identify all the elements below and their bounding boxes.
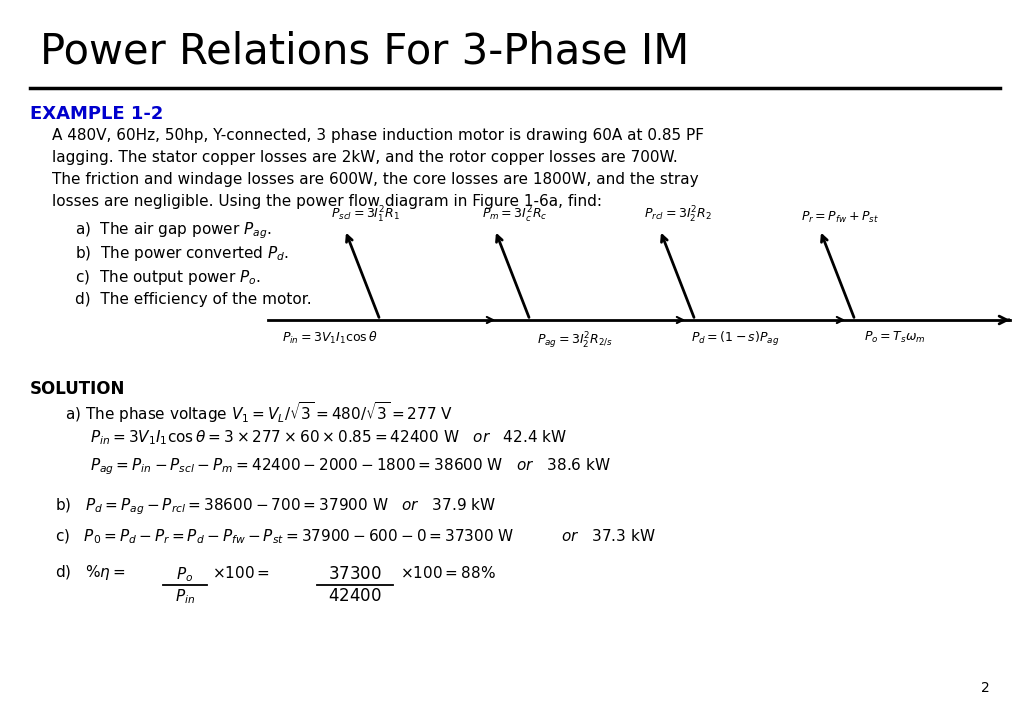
Text: $P_m = 3I_c^2R_c$: $P_m = 3I_c^2R_c$ xyxy=(482,205,548,225)
Text: $P_d = (1-s)P_{ag}$: $P_d = (1-s)P_{ag}$ xyxy=(691,330,779,348)
Text: $P_{in} = 3V_1I_1 \cos\theta$: $P_{in} = 3V_1I_1 \cos\theta$ xyxy=(283,330,378,346)
Text: a)  The air gap power $P_{ag}$.: a) The air gap power $P_{ag}$. xyxy=(75,220,271,240)
Text: $P_o$: $P_o$ xyxy=(176,565,194,584)
Text: $P_{in} = 3V_1I_1 \cos\theta = 3\times277\times60\times0.85 = 42400$ W   $or$   : $P_{in} = 3V_1I_1 \cos\theta = 3\times27… xyxy=(90,428,567,447)
Text: b)   $P_d = P_{ag} - P_{rcl} = 38600 - 700 = 37900$ W   $or$   $37.9$ kW: b) $P_d = P_{ag} - P_{rcl} = 38600 - 700… xyxy=(55,496,496,517)
Text: c)  The output power $P_o$.: c) The output power $P_o$. xyxy=(75,268,261,287)
Text: 2: 2 xyxy=(981,681,990,695)
Text: Power Relations For 3-Phase IM: Power Relations For 3-Phase IM xyxy=(40,31,689,73)
Text: losses are negligible. Using the power flow diagram in Figure 1-6a, find:: losses are negligible. Using the power f… xyxy=(52,194,602,209)
Text: a) The phase voltage $V_1 = V_L/\sqrt{3} = 480/\sqrt{3} = 277$ V: a) The phase voltage $V_1 = V_L/\sqrt{3}… xyxy=(65,400,453,425)
Text: $\times100 =$: $\times100 =$ xyxy=(212,565,270,581)
Text: b)  The power converted $P_d$.: b) The power converted $P_d$. xyxy=(75,244,289,263)
Text: SOLUTION: SOLUTION xyxy=(30,380,125,398)
Text: d)  The efficiency of the motor.: d) The efficiency of the motor. xyxy=(75,292,311,307)
Text: c)   $P_0 = P_d - P_r = P_d - P_{fw} - P_{st} = 37900-600-0 = 37300$ W          : c) $P_0 = P_d - P_r = P_d - P_{fw} - P_{… xyxy=(55,528,655,547)
Text: $P_{rcl} = 3I_2^2R_2$: $P_{rcl} = 3I_2^2R_2$ xyxy=(644,205,712,225)
Text: $P_{in}$: $P_{in}$ xyxy=(175,587,196,605)
Text: $\times100 = 88\%$: $\times100 = 88\%$ xyxy=(400,565,496,581)
Text: d)   $\%\eta=$: d) $\%\eta=$ xyxy=(55,563,125,582)
Text: $P_{scl} = 3I_1^2R_1$: $P_{scl} = 3I_1^2R_1$ xyxy=(331,205,399,225)
Text: lagging. The stator copper losses are 2kW, and the rotor copper losses are 700W.: lagging. The stator copper losses are 2k… xyxy=(52,150,678,165)
Text: $P_{ag} = 3I_2^2R_{2/s}$: $P_{ag} = 3I_2^2R_{2/s}$ xyxy=(537,330,613,350)
Text: $P_o = T_s\omega_m$: $P_o = T_s\omega_m$ xyxy=(864,330,926,345)
Text: $37300$: $37300$ xyxy=(328,565,382,583)
Text: A 480V, 60Hz, 50hp, Y-connected, 3 phase induction motor is drawing 60A at 0.85 : A 480V, 60Hz, 50hp, Y-connected, 3 phase… xyxy=(52,128,705,143)
Text: $P_r = P_{fw}+P_{st}$: $P_r = P_{fw}+P_{st}$ xyxy=(801,210,879,225)
Text: The friction and windage losses are 600W, the core losses are 1800W, and the str: The friction and windage losses are 600W… xyxy=(52,172,698,187)
Text: $P_{ag} = P_{in} - P_{scl} - P_m = 42400-2000-1800 = 38600$ W   $or$   $38.6$ kW: $P_{ag} = P_{in} - P_{scl} - P_m = 42400… xyxy=(90,456,611,476)
Text: EXAMPLE 1-2: EXAMPLE 1-2 xyxy=(30,105,164,123)
Text: $42400$: $42400$ xyxy=(328,587,382,605)
